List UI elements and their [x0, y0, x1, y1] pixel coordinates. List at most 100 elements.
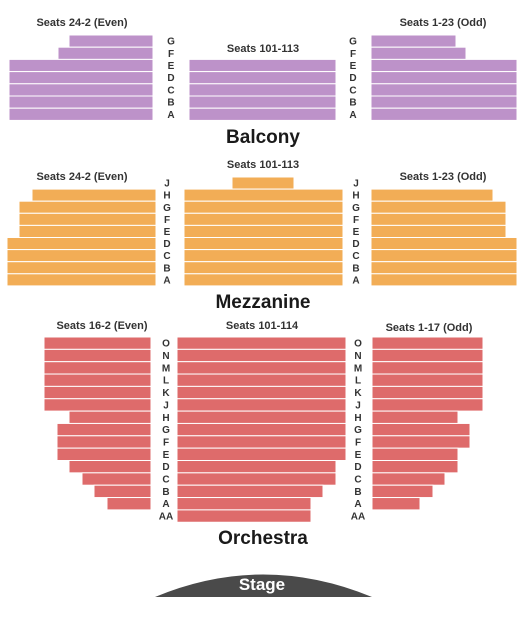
orchestra-center-row-o[interactable] [176, 336, 347, 350]
orchestra-right-row-h[interactable] [371, 410, 459, 424]
mezzanine-row-label-right: F [353, 215, 359, 226]
orchestra-right-row-g[interactable] [371, 422, 471, 437]
orchestra-row-label-left: E [163, 450, 170, 461]
mezzanine-center-label: Seats 101-113 [227, 159, 299, 171]
orchestra-right-row-l[interactable] [371, 373, 484, 387]
mezzanine-row-label-left: E [164, 227, 171, 238]
orchestra-left-row-j[interactable] [43, 398, 152, 412]
mezzanine-center-row-a[interactable] [183, 273, 344, 287]
orchestra-center-row-g[interactable] [176, 422, 347, 437]
mezzanine-right-row-h[interactable] [370, 188, 494, 202]
balcony-right-row-a[interactable] [370, 107, 518, 121]
mezzanine-right-row-b[interactable] [370, 261, 518, 275]
orchestra-center-row-m[interactable] [176, 361, 347, 375]
balcony-right-row-c[interactable] [370, 83, 518, 97]
orchestra-center-label: Seats 101-114 [226, 320, 299, 332]
balcony-right-row-e[interactable] [370, 58, 518, 73]
orchestra-center-row-a[interactable] [176, 497, 312, 511]
mezzanine-left-row-f[interactable] [18, 212, 157, 226]
balcony-right-row-f[interactable] [370, 46, 467, 60]
mezzanine-center-row-c[interactable] [183, 249, 344, 263]
orchestra-row-label-right: H [354, 413, 361, 424]
orchestra-center-row-n[interactable] [176, 348, 347, 363]
orchestra-center-row-aa[interactable] [176, 509, 312, 523]
orchestra-center-row-e[interactable] [176, 447, 347, 461]
orchestra-center-row-c[interactable] [176, 472, 337, 486]
orchestra-center-row-b[interactable] [176, 484, 324, 499]
orchestra-left-row-a[interactable] [106, 497, 152, 511]
orchestra-right-row-j[interactable] [371, 398, 484, 412]
orchestra-right-row-k[interactable] [371, 385, 484, 400]
mezzanine-center-row-d[interactable] [183, 237, 344, 251]
mezzanine-row-label-right: E [353, 227, 360, 238]
balcony-center-row-d[interactable] [188, 71, 337, 85]
orchestra-center-row-d[interactable] [176, 460, 337, 474]
mezzanine-right-row-g[interactable] [370, 200, 507, 214]
mezzanine-right-row-d[interactable] [370, 237, 518, 251]
orchestra-left-row-o[interactable] [43, 336, 152, 350]
orchestra-left-row-n[interactable] [43, 348, 152, 363]
mezzanine-center-row-e[interactable] [183, 224, 344, 238]
balcony-center-row-b[interactable] [188, 95, 337, 109]
orchestra-right-row-n[interactable] [371, 348, 484, 363]
orchestra-center-row-k[interactable] [176, 385, 347, 400]
mezzanine-center-row-h[interactable] [183, 188, 344, 202]
orchestra-right-row-c[interactable] [371, 472, 446, 486]
mezzanine-right-row-c[interactable] [370, 249, 518, 263]
orchestra-left-row-m[interactable] [43, 361, 152, 375]
orchestra-left-row-e[interactable] [56, 447, 152, 461]
mezzanine-left-row-a[interactable] [6, 273, 157, 287]
orchestra-right-row-f[interactable] [371, 435, 471, 449]
balcony-left-row-e[interactable] [8, 58, 154, 73]
mezzanine-center-row-g[interactable] [183, 200, 344, 214]
mezzanine-center-row-j[interactable] [231, 176, 295, 190]
mezzanine-left-row-e[interactable] [18, 224, 157, 238]
orchestra-right-row-b[interactable] [371, 484, 434, 499]
mezzanine-left-row-c[interactable] [6, 249, 157, 263]
balcony-left-row-b[interactable] [8, 95, 154, 109]
orchestra-left-row-c[interactable] [81, 472, 152, 486]
mezzanine-left-row-g[interactable] [18, 200, 157, 214]
balcony-left-row-a[interactable] [8, 107, 154, 121]
orchestra-center-row-h[interactable] [176, 410, 347, 424]
balcony-left-row-c[interactable] [8, 83, 154, 97]
balcony-center-row-e[interactable] [188, 58, 337, 73]
mezzanine-right-row-a[interactable] [370, 273, 518, 287]
mezzanine-center-row-f[interactable] [183, 212, 344, 226]
mezzanine-row-label-right: G [352, 203, 360, 214]
orchestra-row-label-right: AA [351, 512, 365, 523]
orchestra-right-row-a[interactable] [371, 497, 421, 511]
balcony-left-row-d[interactable] [8, 71, 154, 85]
orchestra-right-row-e[interactable] [371, 447, 459, 461]
balcony-center-row-a[interactable] [188, 107, 337, 121]
mezzanine-row-label-left: H [163, 191, 170, 202]
orchestra-right-row-o[interactable] [371, 336, 484, 350]
mezzanine-right-row-f[interactable] [370, 212, 507, 226]
mezzanine-left-row-d[interactable] [6, 237, 157, 251]
mezzanine-left-row-b[interactable] [6, 261, 157, 275]
orchestra-right-row-m[interactable] [371, 361, 484, 375]
orchestra-left-row-l[interactable] [43, 373, 152, 387]
mezzanine-right-row-e[interactable] [370, 224, 507, 238]
balcony-left-row-g[interactable] [68, 34, 154, 48]
orchestra-left-row-d[interactable] [68, 460, 152, 474]
orchestra-left-row-g[interactable] [56, 422, 152, 437]
mezzanine-left-row-h[interactable] [31, 188, 157, 202]
orchestra-left-row-k[interactable] [43, 385, 152, 400]
orchestra-left-row-f[interactable] [56, 435, 152, 449]
balcony-center-row-c[interactable] [188, 83, 337, 97]
balcony-right-row-d[interactable] [370, 71, 518, 85]
orchestra-right-row-d[interactable] [371, 460, 459, 474]
orchestra-center-row-l[interactable] [176, 373, 347, 387]
orchestra-left-row-h[interactable] [68, 410, 152, 424]
orchestra-center-row-f[interactable] [176, 435, 347, 449]
balcony-right-row-b[interactable] [370, 95, 518, 109]
balcony-left-row-f[interactable] [57, 46, 154, 60]
orchestra-left-row-b[interactable] [93, 484, 152, 499]
orchestra-center-row-j[interactable] [176, 398, 347, 412]
mezzanine-center-row-b[interactable] [183, 261, 344, 275]
balcony-right-row-g[interactable] [370, 34, 457, 48]
mezzanine-left-label: Seats 24-2 (Even) [36, 171, 127, 183]
orchestra-row-label-right: O [354, 339, 362, 350]
